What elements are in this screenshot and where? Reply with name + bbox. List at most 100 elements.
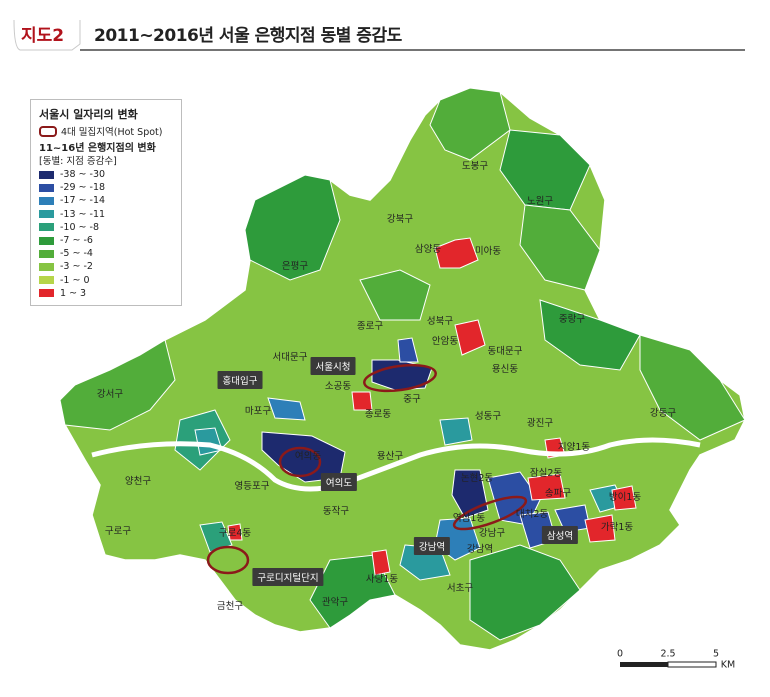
legend-label: -38 ~ -30	[60, 169, 106, 181]
district-label: 동작구	[322, 506, 350, 517]
legend-unit: [동별: 지점 증감수]	[39, 156, 117, 167]
legend-item: -5 ~ -4	[39, 247, 105, 260]
header: 지도2 2011~2016년 서울 은행지점 동별 증감도	[0, 0, 770, 60]
district-label: 구로구	[104, 526, 132, 537]
scale-graphic	[620, 661, 717, 668]
legend-swatch	[39, 249, 54, 258]
hotspot-guro	[206, 545, 250, 575]
district-label: 서초구	[446, 583, 474, 594]
legend-item: -1 ~ 0	[39, 274, 105, 287]
legend-label: -3 ~ -2	[60, 261, 93, 273]
district-label: 강서구	[96, 389, 124, 400]
district-label: 강남구	[478, 528, 506, 539]
legend-swatch	[39, 210, 54, 219]
district-label: 중랑구	[558, 314, 586, 325]
district-label: 잠실2동	[529, 468, 563, 479]
legend-swatch	[39, 183, 54, 192]
district-label: 역삼1동	[452, 513, 486, 524]
anam-increase	[454, 319, 486, 356]
legend-swatch	[39, 196, 54, 205]
district-label: 도봉구	[461, 161, 489, 172]
figure-title: 2011~2016년 서울 은행지점 동별 증감도	[94, 26, 402, 46]
samyang-increase	[434, 237, 479, 269]
legend-item: -3 ~ -2	[39, 260, 105, 273]
map-area	[0, 60, 770, 697]
legend-label: 1 ~ 3	[60, 287, 87, 299]
district-label: 삼양동	[414, 244, 442, 255]
district-label: 소공동	[324, 381, 352, 392]
scale-tick-0: 0	[616, 648, 624, 660]
district-label: 대치2동	[515, 509, 549, 520]
district-label: 용산구	[376, 451, 404, 462]
district-label: 종로구	[356, 321, 384, 332]
figure-number: 지도2	[21, 26, 65, 46]
landmark-label: 구로디지털단지	[252, 568, 324, 586]
legend-swatch	[39, 289, 54, 298]
hotspot-gangnam	[452, 495, 528, 531]
legend-label: -5 ~ -4	[60, 248, 93, 260]
district-label: 관악구	[321, 597, 349, 608]
district-label: 성북구	[426, 316, 454, 327]
district-label: 서대문구	[272, 352, 308, 363]
legend-hotspot: 4대 밀집지역(Hot Spot)	[39, 124, 162, 138]
district-label: 양천구	[124, 476, 152, 487]
hotspot-cbd	[363, 363, 437, 393]
legend-swatch	[39, 262, 54, 271]
district-label: 성동구	[474, 411, 502, 422]
hotspot-label: 4대 밀집지역(Hot Spot)	[61, 127, 163, 138]
guro4-increase	[227, 523, 243, 541]
district-label: 안암동	[431, 336, 459, 347]
district-label: 종로동	[364, 409, 392, 420]
legend-title: 서울시 일자리의 변화	[39, 108, 138, 121]
landmark-label: 강남역	[413, 537, 451, 555]
legend-item: -17 ~ -14	[39, 194, 105, 207]
hotspot-yeouido	[278, 446, 322, 478]
legend-swatch	[39, 223, 54, 232]
legend-swatch	[39, 276, 54, 285]
jamsil-increase	[527, 473, 566, 501]
legend-label: -13 ~ -11	[60, 208, 106, 220]
jongno-increase	[351, 391, 373, 411]
legend-label: -1 ~ 0	[60, 274, 90, 286]
hotspot-swatch	[39, 125, 57, 137]
seoul-map	[59, 87, 746, 651]
district-label: 광진구	[526, 418, 554, 429]
legend-label: -29 ~ -18	[60, 182, 106, 194]
scale-bar: 0 2.5 5 KM	[616, 648, 738, 678]
landmark-label: 홍대입구	[217, 371, 263, 389]
district-label: 마포구	[244, 406, 272, 417]
district-label: 동대문구	[487, 346, 523, 357]
legend-item: -38 ~ -30	[39, 168, 105, 181]
legend-item: -7 ~ -6	[39, 234, 105, 247]
garak-increase	[584, 514, 616, 543]
district-label: 용신동	[491, 364, 519, 375]
district-label: 방이1동	[608, 492, 642, 503]
district-label: 강동구	[649, 408, 677, 419]
header-decoration	[13, 19, 745, 51]
legend-subtitle: 11~16년 은행지점의 변화	[39, 143, 156, 154]
district-label: 강남역	[466, 544, 494, 555]
legend-label: -17 ~ -14	[60, 195, 106, 207]
landmark-label: 삼성역	[541, 526, 579, 544]
district-label: 여의동	[294, 451, 322, 462]
map-legend: 서울시 일자리의 변화 4대 밀집지역(Hot Spot) 11~16년 은행지…	[30, 99, 182, 306]
district-label: 영등포구	[234, 481, 270, 492]
district-label: 가락1동	[600, 522, 634, 533]
district-label: 금천구	[216, 601, 244, 612]
legend-swatch	[39, 170, 54, 179]
district-label: 강북구	[386, 214, 414, 225]
legend-label: -7 ~ -6	[60, 235, 93, 247]
district-label: 미아동	[474, 246, 502, 257]
scale-tick-2-5: 2.5	[660, 648, 676, 660]
sadang-increase	[371, 549, 391, 576]
district-label: 지양1동	[557, 442, 591, 453]
legend-items: -38 ~ -30 -29 ~ -18 -17 ~ -14 -13 ~ -11 -10 …	[39, 168, 105, 300]
legend-swatch	[39, 236, 54, 245]
bangi-increase	[611, 485, 637, 511]
scale-tick-5: 5	[712, 648, 720, 660]
legend-item: -10 ~ -8	[39, 221, 105, 234]
district-label: 송파구	[544, 488, 572, 499]
district-label: 논현2동	[460, 473, 494, 484]
legend-label: -10 ~ -8	[60, 221, 99, 233]
scale-unit: KM	[720, 659, 736, 671]
